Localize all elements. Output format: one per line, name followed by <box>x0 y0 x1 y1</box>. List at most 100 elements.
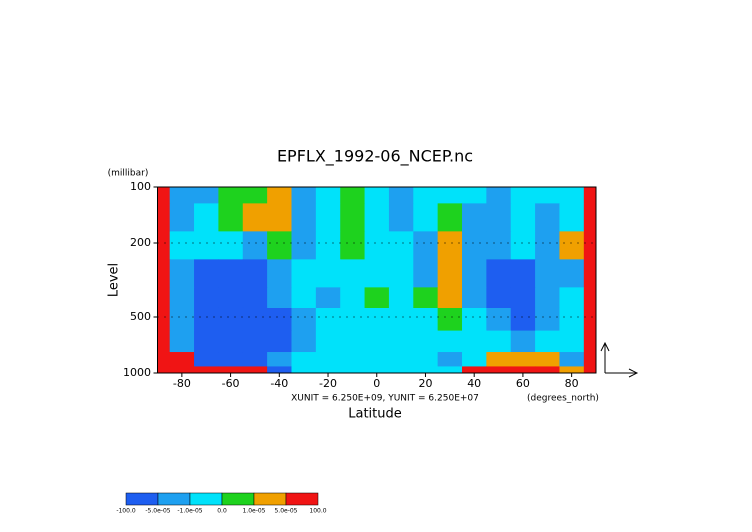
contour-cell <box>510 307 536 332</box>
colorbar-box <box>253 492 287 506</box>
contour-cell <box>364 307 390 332</box>
contour-cell <box>486 259 512 288</box>
contour-cell <box>315 203 341 232</box>
contour-cell <box>486 203 512 232</box>
contour-cell <box>364 231 390 260</box>
contour-cell <box>364 352 390 367</box>
contour-cell <box>364 187 390 204</box>
contour-cell <box>218 366 244 374</box>
x-unit: (degrees_north) <box>527 394 599 404</box>
contour-cell <box>559 231 585 260</box>
colorbar-label: 5.0e-05 <box>274 508 297 515</box>
contour-cell <box>364 203 390 232</box>
contour-cell <box>340 259 366 288</box>
contour-cell <box>583 259 597 288</box>
contour-cell <box>388 203 414 232</box>
contour-cell <box>242 366 268 374</box>
x-tick-label: -40 <box>270 377 288 390</box>
y-tick-label: 100 <box>130 180 151 193</box>
contour-cell <box>218 287 244 309</box>
contour-cell <box>267 231 292 260</box>
contour-cell <box>535 307 560 332</box>
contour-cell <box>169 259 195 288</box>
contour-cell <box>388 259 414 288</box>
contour-cell <box>291 352 317 367</box>
contour-cell <box>267 259 292 288</box>
contour-cell <box>340 187 366 204</box>
contour-cell <box>218 259 244 288</box>
contour-cell <box>535 352 560 367</box>
contour-cell <box>242 187 268 204</box>
contour-cell <box>242 259 268 288</box>
contour-cell <box>437 259 463 288</box>
contour-cell <box>388 231 414 260</box>
contour-cell <box>510 231 536 260</box>
contour-cell <box>510 187 536 204</box>
contour-cell <box>157 352 171 367</box>
contour-cell <box>364 330 390 353</box>
contour-cell <box>486 187 512 204</box>
x-axis-title: Latitude <box>348 407 402 422</box>
y-unit: (millibar) <box>108 169 149 179</box>
contour-cell <box>364 259 390 288</box>
contour-cell <box>340 330 366 353</box>
contour-cell <box>583 231 597 260</box>
contour-cell <box>437 330 463 353</box>
contour-cell <box>169 366 195 374</box>
contour-cell <box>462 259 487 288</box>
contour-cell <box>315 330 341 353</box>
x-tick-label: -60 <box>222 377 240 390</box>
contour-cell <box>437 203 463 232</box>
contour-cell <box>315 307 341 332</box>
contour-cell <box>510 259 536 288</box>
colorbar-label: 0.0 <box>217 508 227 515</box>
contour-cell <box>194 231 219 260</box>
y-tick-label: 1000 <box>123 366 151 379</box>
contour-cell <box>413 366 439 374</box>
contour-cell <box>242 231 268 260</box>
contour-cell <box>169 307 195 332</box>
contour-cell <box>194 203 219 232</box>
contour-cell <box>157 259 171 288</box>
plot-frame <box>157 186 597 374</box>
contour-cell <box>510 203 536 232</box>
contour-cell <box>291 366 317 374</box>
contour-cell <box>218 203 244 232</box>
contour-field <box>157 187 597 374</box>
contour-cell <box>340 287 366 309</box>
contour-cell <box>169 231 195 260</box>
contour-cell <box>510 366 536 374</box>
contour-cell <box>169 187 195 204</box>
contour-cell <box>267 330 292 353</box>
contour-cell <box>413 203 439 232</box>
x-tick-label: -80 <box>173 377 191 390</box>
contour-cell <box>242 203 268 232</box>
contour-cell <box>242 287 268 309</box>
x-tick-label: 40 <box>467 377 481 390</box>
contour-cell <box>535 231 560 260</box>
x-tick-label: 80 <box>565 377 579 390</box>
contour-cell <box>291 231 317 260</box>
contour-cell <box>583 307 597 332</box>
contour-cell <box>364 287 390 309</box>
contour-cell <box>559 307 585 332</box>
contour-cell <box>413 287 439 309</box>
colorbar-label: -1.0e-05 <box>177 508 202 515</box>
contour-cell <box>486 231 512 260</box>
contour-cell <box>535 187 560 204</box>
ref-arrow-up <box>600 341 610 373</box>
contour-cell <box>194 352 219 367</box>
contour-cell <box>194 366 219 374</box>
contour-cell <box>559 187 585 204</box>
contour-cell <box>242 352 268 367</box>
contour-cell <box>194 307 219 332</box>
contour-cell <box>559 259 585 288</box>
contour-cell <box>242 330 268 353</box>
contour-cell <box>194 187 219 204</box>
contour-cell <box>218 187 244 204</box>
contour-cell <box>462 352 487 367</box>
contour-cell <box>340 352 366 367</box>
contour-cell <box>169 330 195 353</box>
contour-cell <box>413 307 439 332</box>
